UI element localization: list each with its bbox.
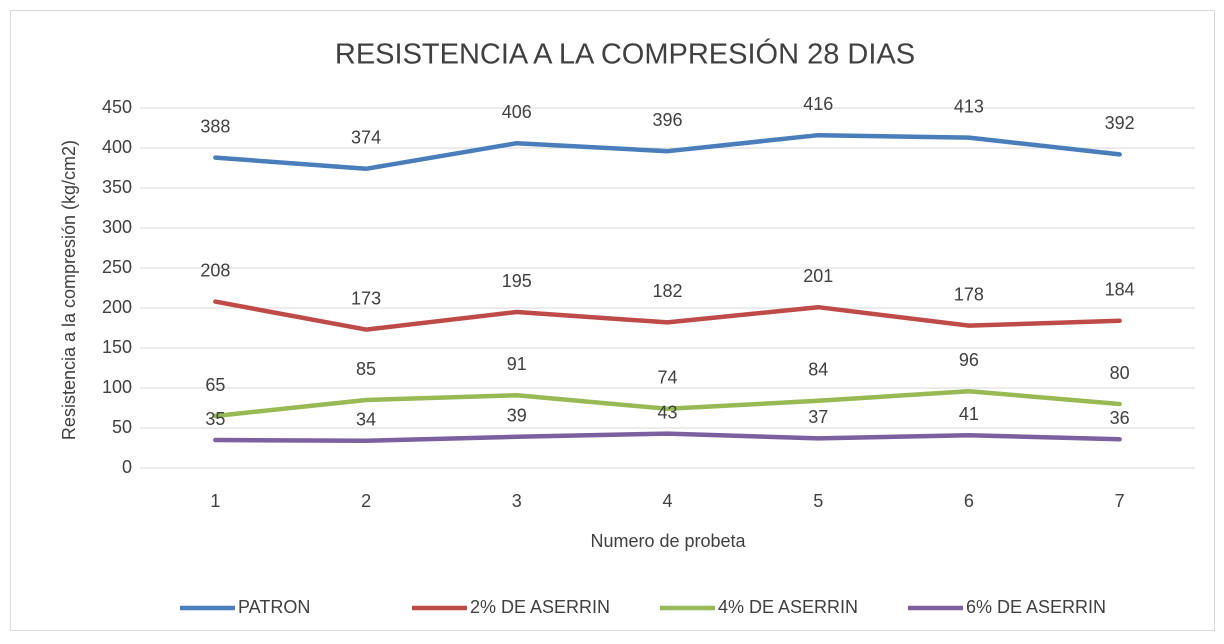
x-tick-label: 6 xyxy=(964,491,974,511)
data-label: 96 xyxy=(959,350,979,370)
y-tick-label: 50 xyxy=(112,417,132,437)
data-label: 388 xyxy=(200,116,230,136)
data-label: 65 xyxy=(205,375,225,395)
data-label: 396 xyxy=(652,110,682,130)
series-line xyxy=(213,388,1122,419)
data-label: 84 xyxy=(808,360,828,380)
data-label: 374 xyxy=(351,128,381,148)
data-label: 39 xyxy=(507,406,527,426)
x-tick-label: 5 xyxy=(813,491,823,511)
y-tick-label: 350 xyxy=(102,177,132,197)
legend-label: 4% DE ASERRIN xyxy=(718,597,858,617)
y-tick-label: 0 xyxy=(122,457,132,477)
data-label: 85 xyxy=(356,359,376,379)
data-label: 36 xyxy=(1110,408,1130,428)
y-tick-label: 200 xyxy=(102,297,132,317)
x-tick-label: 2 xyxy=(361,491,371,511)
data-label: 80 xyxy=(1110,363,1130,383)
x-tick-label: 7 xyxy=(1115,491,1125,511)
x-tick-label: 4 xyxy=(662,491,672,511)
data-label: 416 xyxy=(803,94,833,114)
data-label: 392 xyxy=(1105,113,1135,133)
data-label: 41 xyxy=(959,404,979,424)
series-line xyxy=(213,132,1122,172)
data-label: 184 xyxy=(1105,280,1135,300)
x-tick-label: 3 xyxy=(512,491,522,511)
data-label: 35 xyxy=(205,409,225,429)
data-label: 413 xyxy=(954,96,984,116)
y-tick-label: 150 xyxy=(102,337,132,357)
data-label: 37 xyxy=(808,407,828,427)
data-label: 201 xyxy=(803,266,833,286)
y-axis-label: Resistencia a la compresión (kg/cm2) xyxy=(59,140,79,440)
legend-label: PATRON xyxy=(238,597,310,617)
y-tick-label: 100 xyxy=(102,377,132,397)
data-label: 173 xyxy=(351,288,381,308)
y-tick-label: 300 xyxy=(102,217,132,237)
y-tick-label: 250 xyxy=(102,257,132,277)
data-label: 182 xyxy=(652,281,682,301)
data-label: 34 xyxy=(356,410,376,430)
x-tick-label: 1 xyxy=(210,491,220,511)
chart-title: RESISTENCIA A LA COMPRESIÓN 28 DIAS xyxy=(335,38,915,71)
data-label: 178 xyxy=(954,284,984,304)
data-label: 43 xyxy=(657,402,677,422)
x-axis-label: Numero de probeta xyxy=(590,531,746,551)
series-line xyxy=(213,431,1122,444)
data-label: 208 xyxy=(200,260,230,280)
y-tick-label: 450 xyxy=(102,97,132,117)
data-label: 91 xyxy=(507,354,527,374)
data-label: 195 xyxy=(502,271,532,291)
legend-label: 2% DE ASERRIN xyxy=(470,597,610,617)
legend-label: 6% DE ASERRIN xyxy=(966,597,1106,617)
data-label: 406 xyxy=(502,102,532,122)
y-tick-label: 400 xyxy=(102,137,132,157)
data-label: 74 xyxy=(657,368,677,388)
series-line xyxy=(213,299,1122,332)
